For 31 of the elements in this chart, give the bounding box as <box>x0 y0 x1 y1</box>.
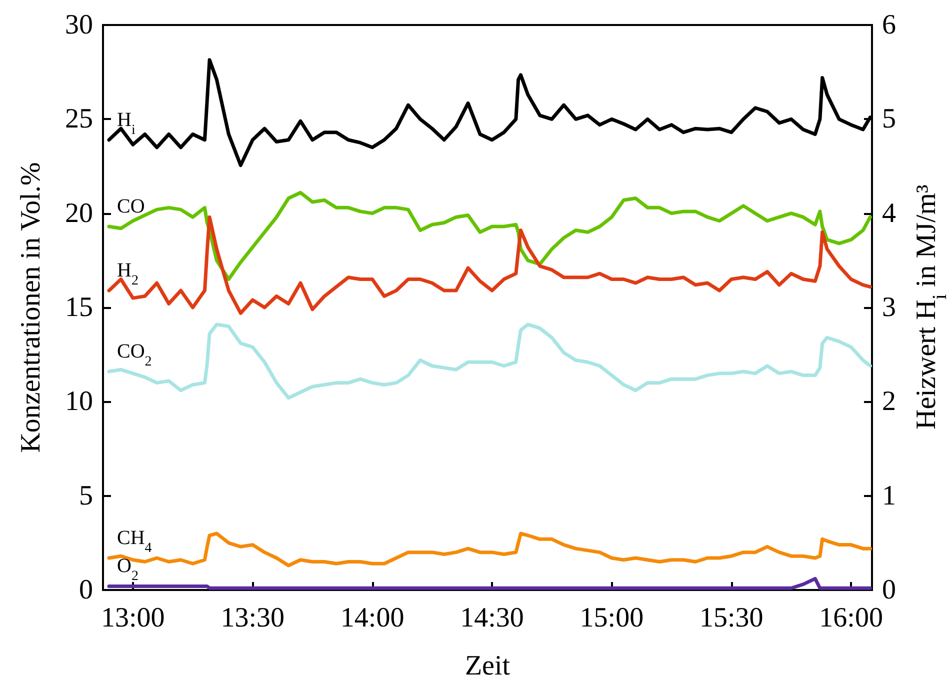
y-tick-label: 0 <box>79 574 93 606</box>
y2-tick-label: 1 <box>882 480 896 512</box>
y-axis-title: Konzentrationen in Vol.% <box>16 162 46 453</box>
x-tick-label: 15:00 <box>580 602 644 634</box>
x-tick-label: 14:30 <box>460 602 524 634</box>
series-label: O$_{2}$ <box>116 555 138 584</box>
y-tick-label: 15 <box>65 292 93 323</box>
line-series <box>107 322 872 400</box>
series-label: H$_{i}$ <box>116 108 136 138</box>
y2-tick-label: 5 <box>882 104 896 135</box>
x-axis-title: Zeit <box>464 650 510 682</box>
series-label: H$_{2}$ <box>116 260 138 288</box>
y2-tick-label: 2 <box>882 386 896 418</box>
y-tick-label: 25 <box>65 104 93 135</box>
x-tick-label: 16:00 <box>819 602 883 634</box>
y-tick-label: 30 <box>65 10 93 40</box>
x-tick-label: 15:30 <box>699 602 764 634</box>
x-tick-label: 13:00 <box>101 602 165 634</box>
line-series <box>107 215 872 315</box>
series-label: CH$_{4}$ <box>116 526 152 556</box>
x-tick-label: 13:30 <box>220 602 284 634</box>
y-tick-label: 20 <box>65 198 93 229</box>
y2-tick-label: 6 <box>882 10 896 40</box>
y2-tick-label: 0 <box>882 574 896 606</box>
x-tick-label: 14:00 <box>340 602 404 634</box>
series-label: CO <box>116 196 145 218</box>
series-label: CO$_{2}$ <box>116 340 152 370</box>
y2-tick-label: 4 <box>882 198 896 229</box>
y2-tick-label: 3 <box>882 292 896 323</box>
y-tick-label: 5 <box>79 480 93 512</box>
y-tick-label: 10 <box>65 386 93 418</box>
